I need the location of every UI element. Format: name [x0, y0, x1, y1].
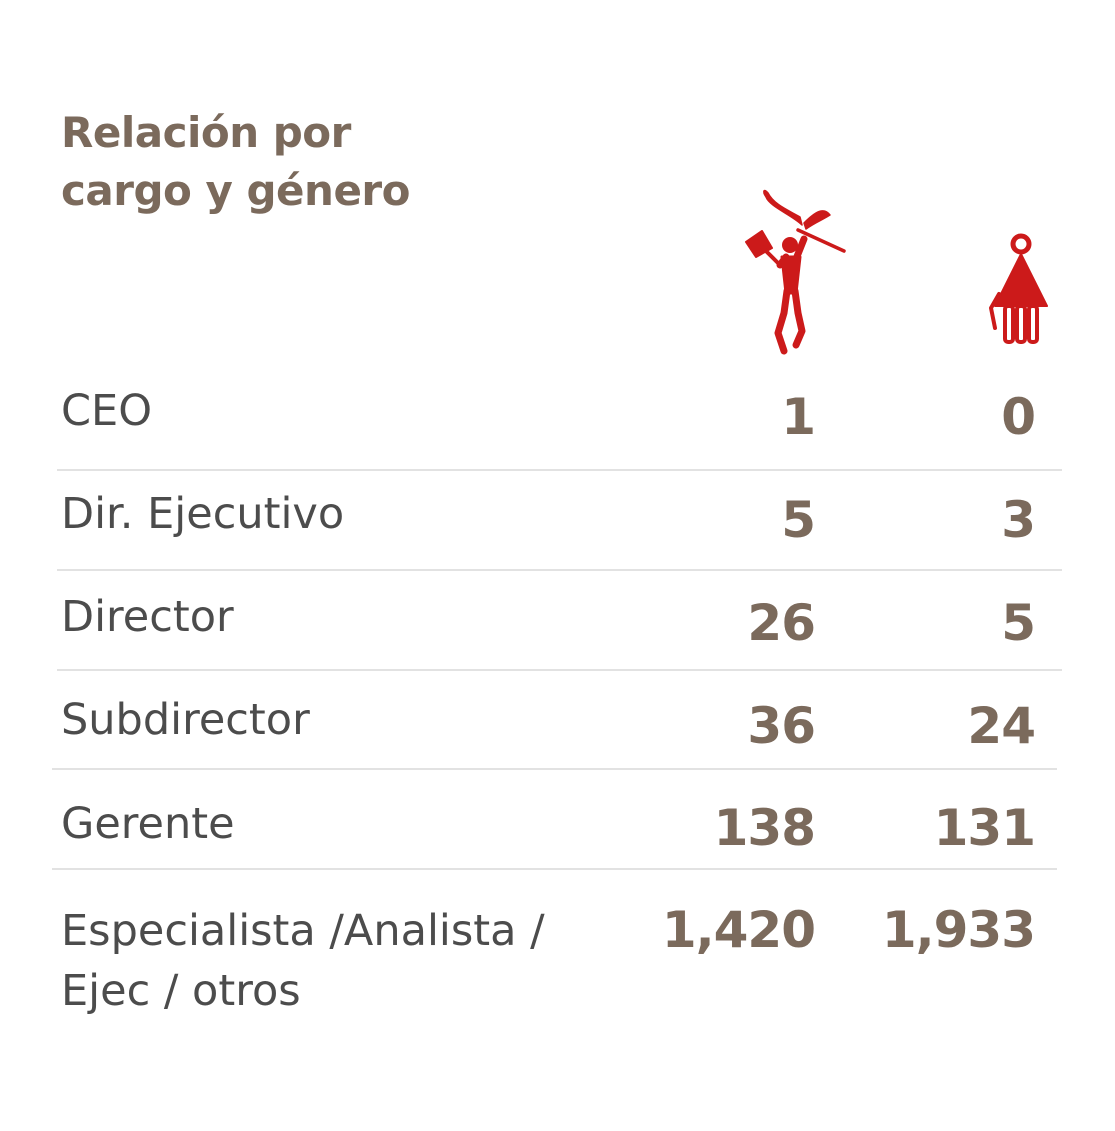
row-separator — [57, 469, 1062, 471]
male-value: 1,420 — [661, 901, 816, 959]
female-figure-icon — [989, 233, 1048, 344]
row-label-text: CEO — [61, 386, 153, 436]
female-value: 1,933 — [881, 901, 1036, 959]
row-label-line-2: Ejec / otros — [61, 966, 301, 1016]
row-label: CEO — [61, 384, 152, 438]
chart-title-line-2: cargo y género — [61, 166, 411, 215]
row-separator — [57, 669, 1062, 671]
chart-title-line-1: Relación por — [61, 108, 351, 157]
male-value: 5 — [781, 491, 816, 549]
female-value: 0 — [1001, 388, 1036, 446]
row-label-text: Gerente — [61, 799, 235, 849]
row-label: Gerente — [61, 797, 235, 851]
row-separator — [52, 868, 1057, 870]
row-label: Especialista /Analista / Ejec / otros — [61, 901, 545, 1021]
row-label-text: Director — [61, 592, 234, 642]
chart-title: Relación por cargo y género — [61, 104, 411, 220]
row-label: Director — [61, 590, 234, 644]
female-value: 131 — [933, 799, 1036, 857]
male-value: 36 — [747, 697, 816, 755]
male-value: 138 — [713, 799, 816, 857]
female-value: 24 — [967, 697, 1036, 755]
row-label-line-1: Especialista /Analista / — [61, 906, 545, 956]
female-value: 3 — [1001, 491, 1036, 549]
row-separator — [52, 768, 1057, 770]
row-label: Dir. Ejecutivo — [61, 487, 344, 541]
row-label-text: Dir. Ejecutivo — [61, 489, 345, 539]
male-figure-icon — [745, 189, 846, 355]
male-value: 1 — [781, 388, 816, 446]
female-value: 5 — [1001, 594, 1036, 652]
row-label: Subdirector — [61, 693, 310, 747]
male-value: 26 — [747, 594, 816, 652]
row-separator — [57, 569, 1062, 571]
row-label-text: Subdirector — [61, 695, 310, 745]
